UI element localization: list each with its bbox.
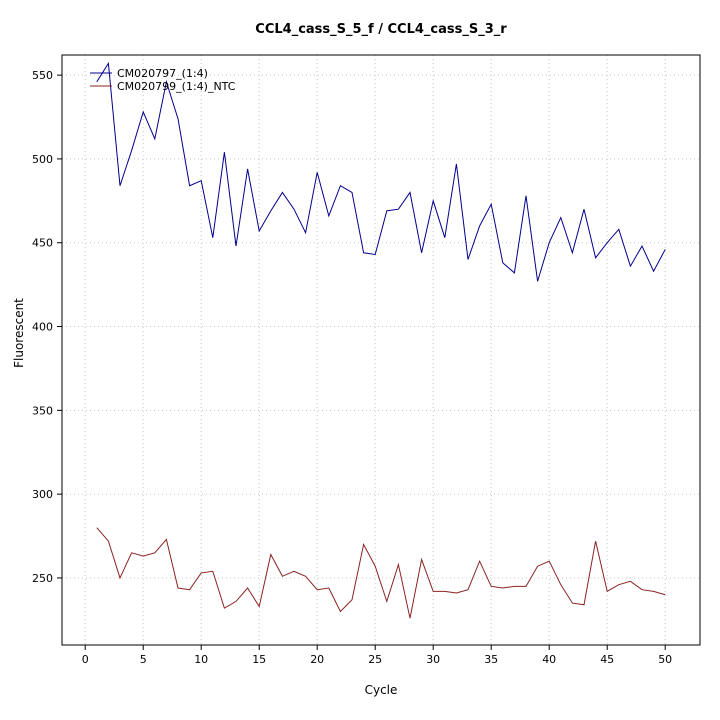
y-tick-label: 400 (32, 321, 53, 334)
x-tick-label: 15 (252, 653, 266, 666)
x-tick-label: 35 (484, 653, 498, 666)
series-line-0 (96, 61, 666, 282)
x-tick-label: 5 (140, 653, 147, 666)
legend-label: CM020799_(1:4)_NTC (117, 80, 236, 93)
y-tick-label: 500 (32, 153, 53, 166)
y-tick-label: 350 (32, 404, 53, 417)
x-tick-label: 20 (310, 653, 324, 666)
y-axis-label: Fluorescent (12, 298, 26, 368)
x-tick-label: 25 (368, 653, 382, 666)
x-axis-label: Cycle (364, 683, 398, 697)
x-tick-label: 50 (658, 653, 672, 666)
x-tick-label: 0 (82, 653, 89, 666)
chart-title: CCL4_cass_S_5_f / CCL4_cass_S_3_r (255, 22, 507, 37)
y-tick-label: 550 (32, 69, 53, 82)
x-tick-label: 30 (426, 653, 440, 666)
legend-label: CM020797_(1:4) (117, 67, 208, 80)
plot-frame (61, 54, 701, 646)
y-tick-label: 300 (32, 488, 53, 501)
x-tick-label: 45 (600, 653, 614, 666)
x-tick-label: 10 (194, 653, 208, 666)
series-line-1 (96, 527, 666, 619)
y-tick-label: 450 (32, 237, 53, 250)
x-tick-label: 40 (542, 653, 556, 666)
y-tick-label: 250 (32, 572, 53, 585)
